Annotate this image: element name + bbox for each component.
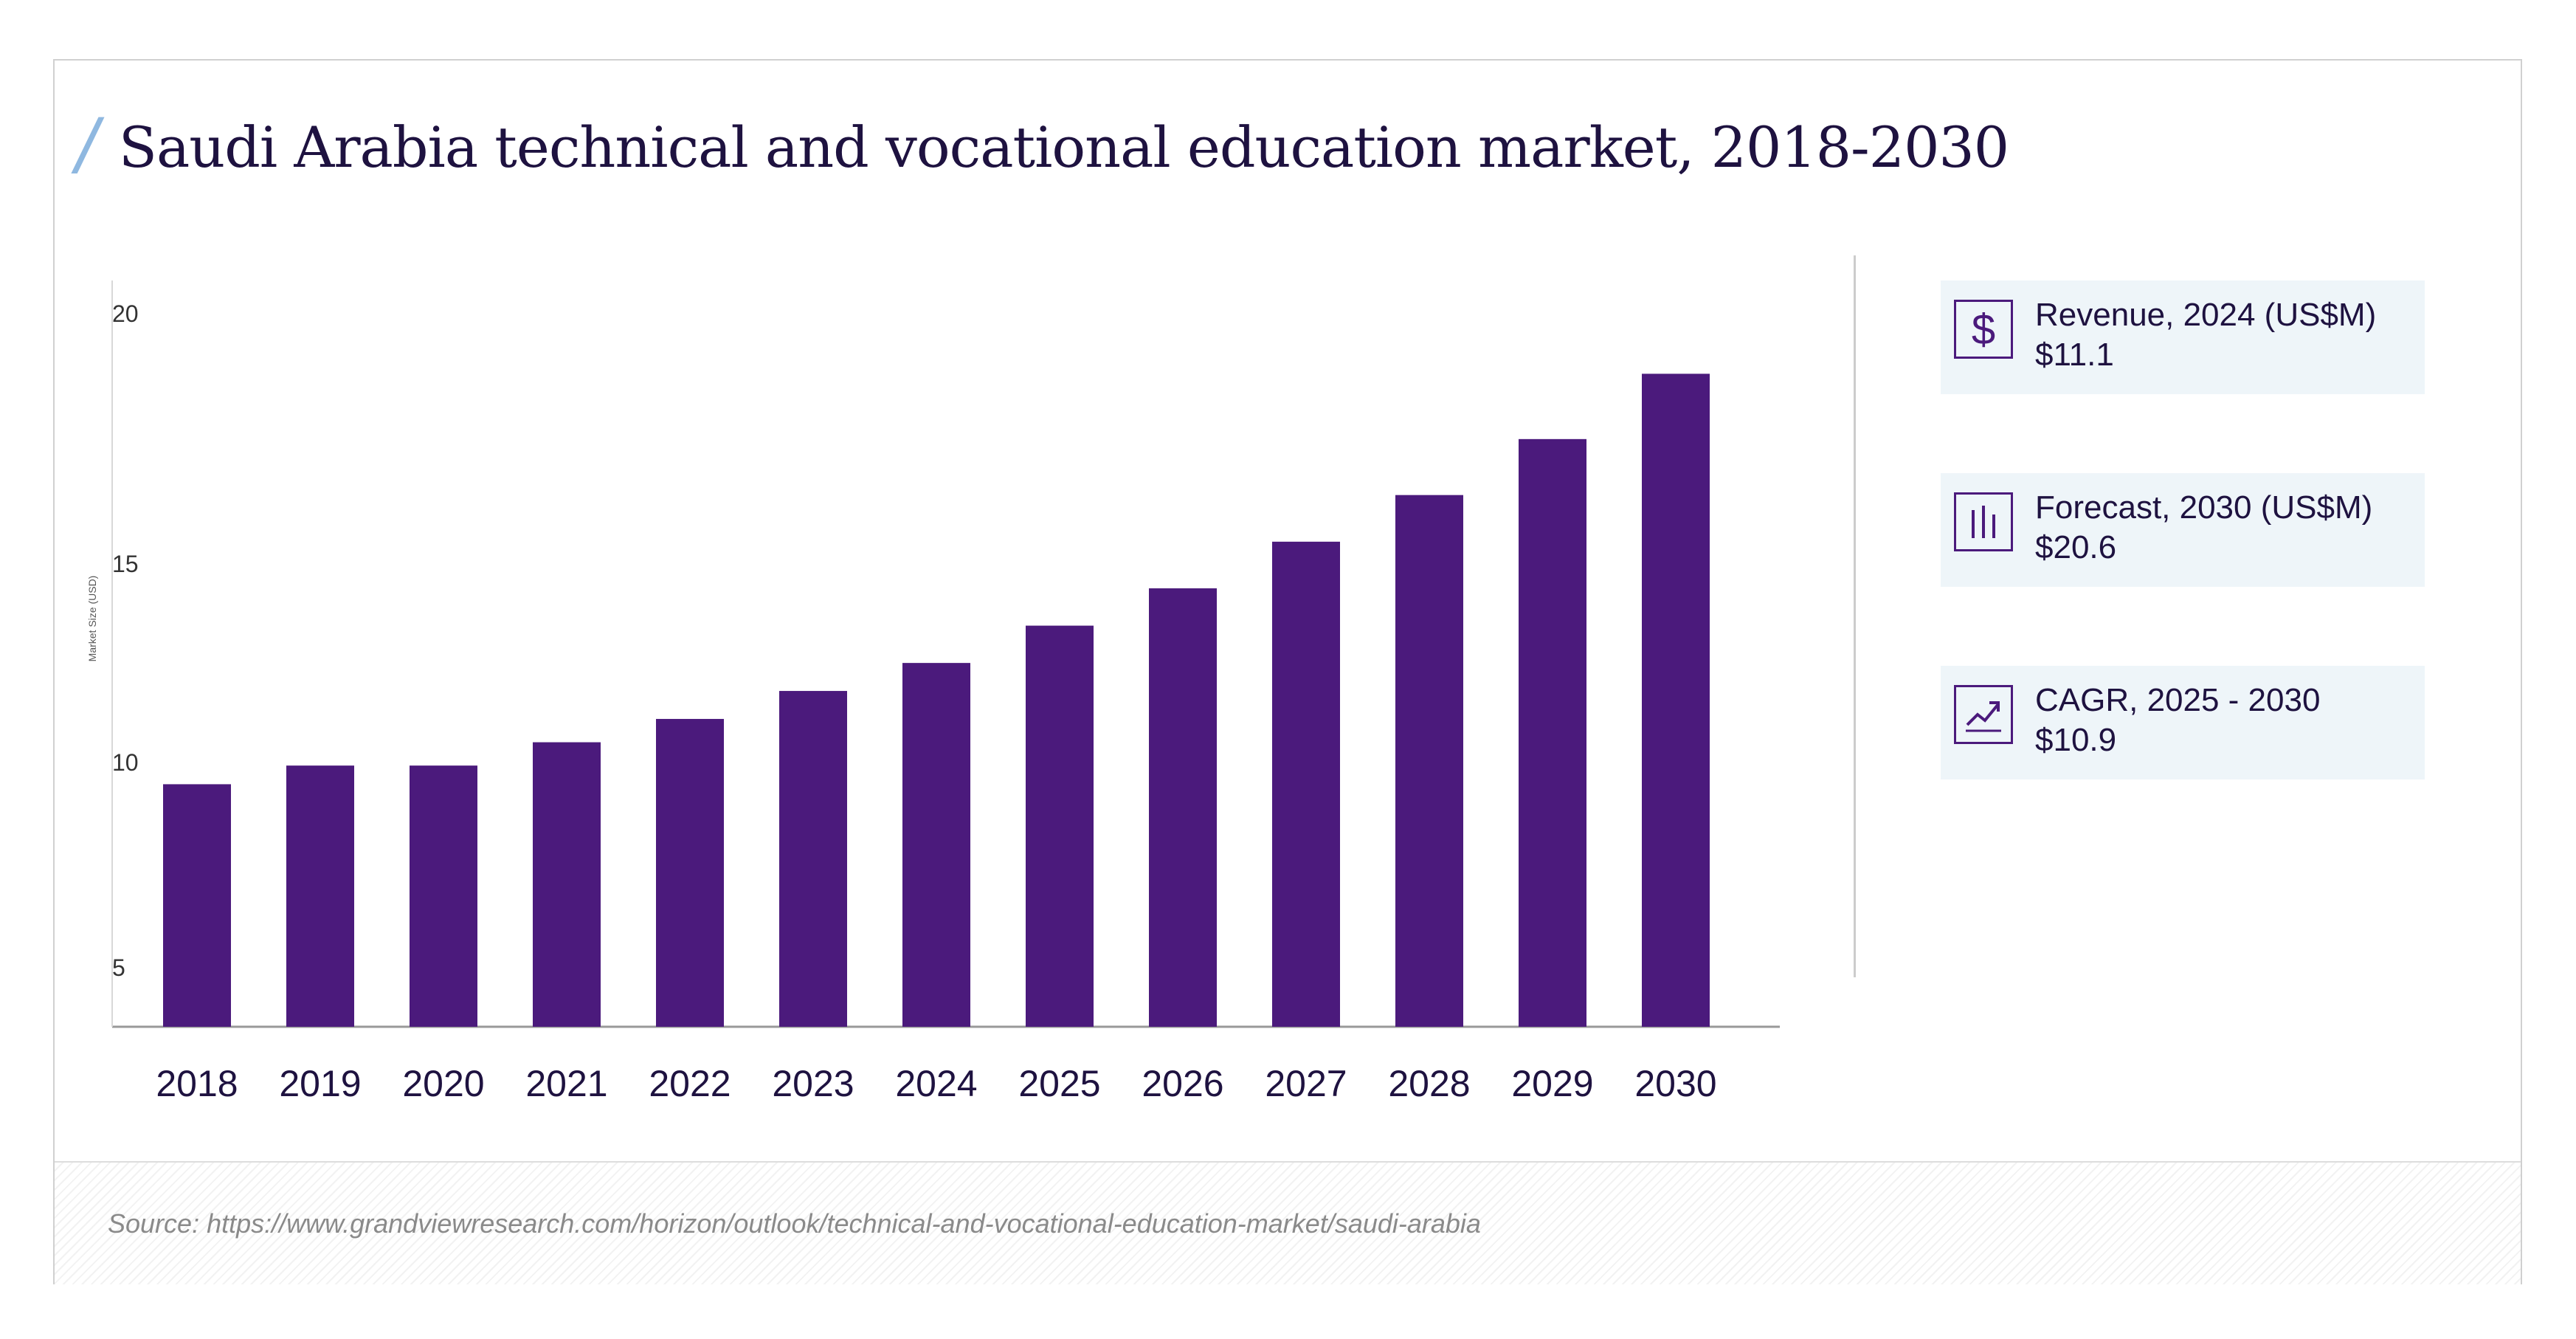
kpi-revenue-label: Revenue, 2024 (US$M) <box>2035 297 2377 333</box>
bar-2028 <box>1395 495 1463 1027</box>
bar-2025 <box>1026 625 1094 1027</box>
x-tick-label-2021: 2021 <box>525 1063 607 1104</box>
x-tick-label-2030: 2030 <box>1634 1063 1716 1104</box>
y-tick-label-15: 15 <box>112 551 139 577</box>
y-tick-label-10: 10 <box>112 749 139 776</box>
page-title: Saudi Arabia technical and vocational ed… <box>118 114 2009 180</box>
bar-2030 <box>1642 374 1710 1027</box>
y-tick-label-20: 20 <box>112 300 139 327</box>
x-tick-label-2028: 2028 <box>1388 1063 1470 1104</box>
y-tick-label-5: 5 <box>112 954 125 981</box>
kpi-forecast-value: $20.6 <box>2035 529 2117 565</box>
kpi-cagr-value: $10.9 <box>2035 722 2117 758</box>
bar-2023 <box>779 691 847 1027</box>
y-axis-label: Market Size (USD) <box>86 576 98 662</box>
bar-2027 <box>1272 541 1340 1027</box>
x-tick-label-2022: 2022 <box>649 1063 731 1104</box>
title-row: / Saudi Arabia technical and vocational … <box>68 103 2009 191</box>
x-tick-label-2029: 2029 <box>1511 1063 1593 1104</box>
bar-2029 <box>1519 438 1586 1027</box>
x-tick-label-2018: 2018 <box>156 1063 238 1104</box>
x-tick-label-2020: 2020 <box>402 1063 484 1104</box>
divider <box>1854 255 1856 977</box>
bar-2018 <box>163 784 231 1027</box>
bar-chart: Market Size (USD) 2018 2019 2020 2021 2022 20… <box>86 280 1780 1104</box>
bar-2019 <box>286 765 354 1027</box>
kpi-revenue-value: $11.1 <box>2035 337 2114 373</box>
bar-2024 <box>902 663 970 1027</box>
x-tick-label-2025: 2025 <box>1018 1063 1100 1104</box>
kpi-revenue: $ Revenue, 2024 (US$M) $11.1 <box>1941 280 2425 394</box>
source-text: Source: https://www.grandviewresearch.co… <box>108 1208 1481 1239</box>
x-tick-labels: 2018 2019 2020 2021 2022 2023 2024 2025 2026 2027… <box>156 1063 1716 1104</box>
bar-2026 <box>1149 588 1217 1027</box>
kpi-cagr-label: CAGR, 2025 - 2030 <box>2035 682 2321 718</box>
x-tick-label-2024: 2024 <box>895 1063 977 1104</box>
bar-2021 <box>533 742 601 1027</box>
dollar-icon: $ <box>1954 300 2013 359</box>
bars-group <box>163 374 1710 1027</box>
bar-2020 <box>410 765 477 1027</box>
x-tick-label-2026: 2026 <box>1142 1063 1223 1104</box>
x-tick-label-2023: 2023 <box>772 1063 854 1104</box>
kpi-cagr: CAGR, 2025 - 2030 $10.9 <box>1941 666 2425 779</box>
bar-2022 <box>656 718 724 1027</box>
bar-chart-icon <box>1954 492 2013 551</box>
trend-up-icon <box>1954 685 2013 744</box>
footer: Source: https://www.grandviewresearch.co… <box>55 1161 2521 1284</box>
x-tick-label-2019: 2019 <box>279 1063 361 1104</box>
y-tick-labels: 20 15 10 5 <box>112 300 139 981</box>
x-tick-label-2027: 2027 <box>1265 1063 1347 1104</box>
kpi-forecast: Forecast, 2030 (US$M) $20.6 <box>1941 473 2425 587</box>
kpi-forecast-label: Forecast, 2030 (US$M) <box>2035 489 2373 526</box>
